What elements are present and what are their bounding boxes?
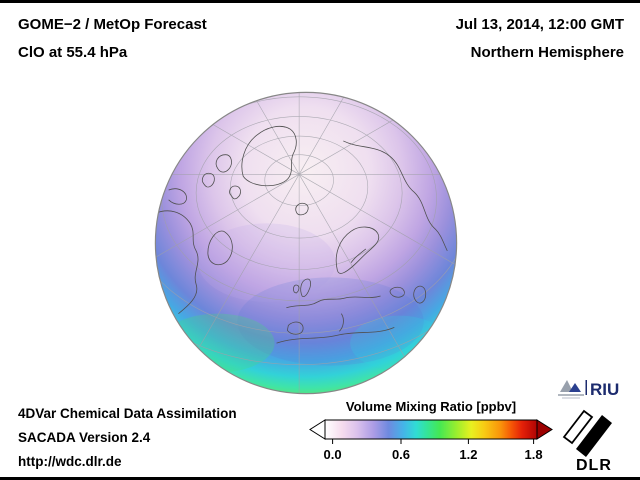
dlr-logo-text: DLR bbox=[576, 457, 612, 473]
top-border bbox=[0, 0, 640, 3]
colorbar-arrow-right bbox=[536, 419, 553, 440]
header-right: Jul 13, 2014, 12:00 GMT Northern Hemisph… bbox=[456, 11, 624, 67]
product-title: GOME−2 / MetOp Forecast bbox=[18, 16, 207, 33]
colorbar-tick-labels: 0.0 0.6 1.2 1.8 bbox=[308, 447, 554, 463]
bottom-border bbox=[0, 477, 640, 480]
colorbar-tick-label: 0.6 bbox=[391, 447, 411, 462]
dlr-emblem-icon bbox=[562, 409, 612, 457]
species-level-title: ClO at 55.4 hPa bbox=[18, 44, 128, 61]
riu-logo-text: RIU bbox=[590, 380, 619, 399]
riu-mark-icon bbox=[558, 380, 584, 399]
riu-divider bbox=[585, 380, 587, 395]
header-left: GOME−2 / MetOp Forecast ClO at 55.4 hPa bbox=[18, 11, 207, 67]
colorbar: Volume Mixing Ratio [ppbv] 0.0 0.6 1.2 1… bbox=[308, 399, 554, 463]
colorbar-gradient-bar bbox=[324, 419, 538, 440]
datetime-label: Jul 13, 2014, 12:00 GMT bbox=[455, 16, 624, 33]
colorbar-arrow-left bbox=[309, 419, 326, 440]
footer-left: 4DVar Chemical Data Assimilation SACADA … bbox=[18, 402, 237, 474]
globe-svg bbox=[154, 91, 458, 395]
colorbar-svg bbox=[309, 419, 553, 444]
dlr-logo: DLR bbox=[562, 407, 620, 474]
wdc-url-label: http://wdc.dlr.de bbox=[18, 454, 122, 469]
assimilation-label: 4DVar Chemical Data Assimilation bbox=[18, 406, 237, 421]
riu-logo-svg: RIU bbox=[558, 380, 619, 399]
globe-map bbox=[149, 86, 463, 400]
dlr-logo-svg: DLR bbox=[562, 409, 612, 474]
hemisphere-label: Northern Hemisphere bbox=[470, 44, 624, 61]
colorbar-tick-label: 1.2 bbox=[459, 447, 478, 462]
colorbar-title: Volume Mixing Ratio [ppbv] bbox=[345, 399, 517, 414]
riu-logo: RIU bbox=[554, 374, 628, 402]
globe-disk bbox=[155, 92, 457, 394]
colorbar-tick-label: 0.0 bbox=[323, 447, 342, 462]
globe-outline bbox=[154, 91, 458, 395]
colorbar-tick-marks bbox=[332, 439, 535, 444]
version-label: SACADA Version 2.4 bbox=[18, 430, 151, 445]
colorbar-tick-label: 1.8 bbox=[524, 447, 543, 462]
coastlines bbox=[155, 125, 448, 344]
